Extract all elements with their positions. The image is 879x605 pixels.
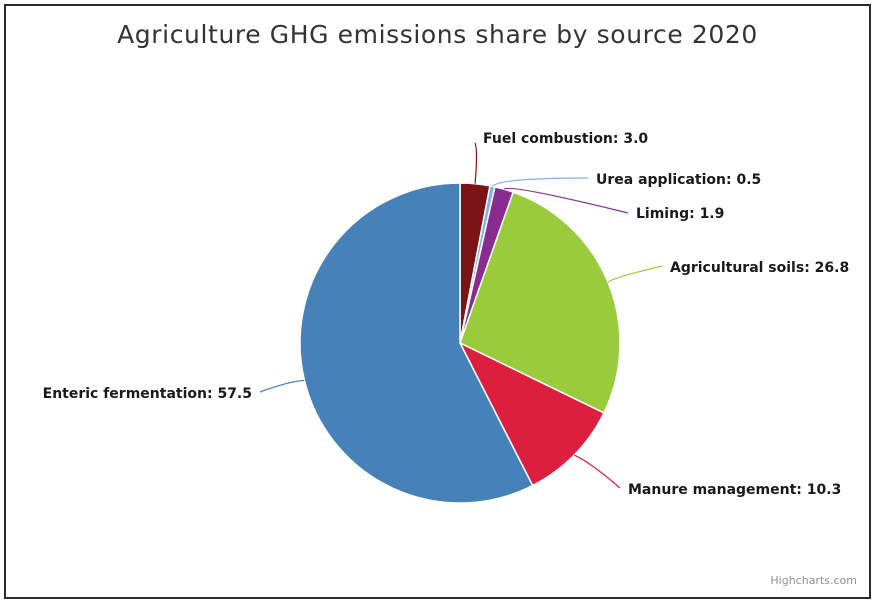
- highcharts-credit[interactable]: Highcharts.com: [770, 574, 857, 587]
- data-label-enteric-fermentation: Enteric fermentation: 57.5: [43, 386, 252, 402]
- data-label-agricultural-soils: Agricultural soils: 26.8: [670, 260, 849, 276]
- connector-fuel-combustion: [474, 142, 478, 184]
- connector-urea-application: [492, 177, 589, 187]
- connector-agricultural-soils: [607, 265, 663, 283]
- data-label-manure-management: Manure management: 10.3: [628, 482, 841, 498]
- pie-slice-agricultural-soils[interactable]: [459, 191, 621, 414]
- data-label-fuel-combustion: Fuel combustion: 3.0: [483, 131, 648, 147]
- chart-title: Agriculture GHG emissions share by sourc…: [117, 20, 758, 49]
- data-label-urea-application: Urea application: 0.5: [596, 172, 761, 188]
- pie-slice-enteric-fermentation[interactable]: [299, 182, 534, 504]
- connector-liming: [503, 187, 629, 214]
- pie-slice-manure-management[interactable]: [458, 341, 605, 487]
- data-label-liming: Liming: 1.9: [636, 206, 724, 222]
- connector-enteric-fermentation: [259, 379, 305, 393]
- connector-manure-management: [573, 454, 621, 489]
